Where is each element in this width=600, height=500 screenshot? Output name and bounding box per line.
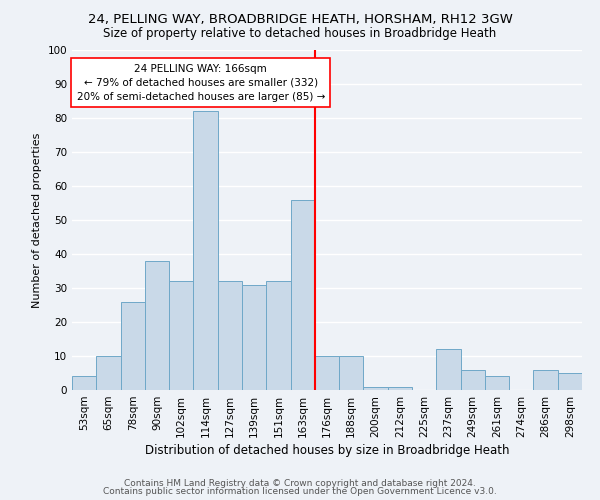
Bar xyxy=(533,370,558,390)
Bar xyxy=(72,376,96,390)
Bar xyxy=(242,284,266,390)
Text: 24, PELLING WAY, BROADBRIDGE HEATH, HORSHAM, RH12 3GW: 24, PELLING WAY, BROADBRIDGE HEATH, HORS… xyxy=(88,12,512,26)
Text: 24 PELLING WAY: 166sqm
← 79% of detached houses are smaller (332)
20% of semi-de: 24 PELLING WAY: 166sqm ← 79% of detached… xyxy=(77,64,325,102)
Bar xyxy=(436,349,461,390)
Bar xyxy=(96,356,121,390)
X-axis label: Distribution of detached houses by size in Broadbridge Heath: Distribution of detached houses by size … xyxy=(145,444,509,457)
Bar xyxy=(388,386,412,390)
Bar xyxy=(364,386,388,390)
Bar xyxy=(121,302,145,390)
Text: Contains public sector information licensed under the Open Government Licence v3: Contains public sector information licen… xyxy=(103,487,497,496)
Bar xyxy=(169,281,193,390)
Text: Contains HM Land Registry data © Crown copyright and database right 2024.: Contains HM Land Registry data © Crown c… xyxy=(124,478,476,488)
Bar xyxy=(315,356,339,390)
Bar xyxy=(145,261,169,390)
Bar xyxy=(485,376,509,390)
Text: Size of property relative to detached houses in Broadbridge Heath: Size of property relative to detached ho… xyxy=(103,28,497,40)
Bar xyxy=(558,373,582,390)
Bar xyxy=(218,281,242,390)
Bar xyxy=(461,370,485,390)
Bar xyxy=(290,200,315,390)
Y-axis label: Number of detached properties: Number of detached properties xyxy=(32,132,42,308)
Bar xyxy=(266,281,290,390)
Bar xyxy=(339,356,364,390)
Bar xyxy=(193,111,218,390)
